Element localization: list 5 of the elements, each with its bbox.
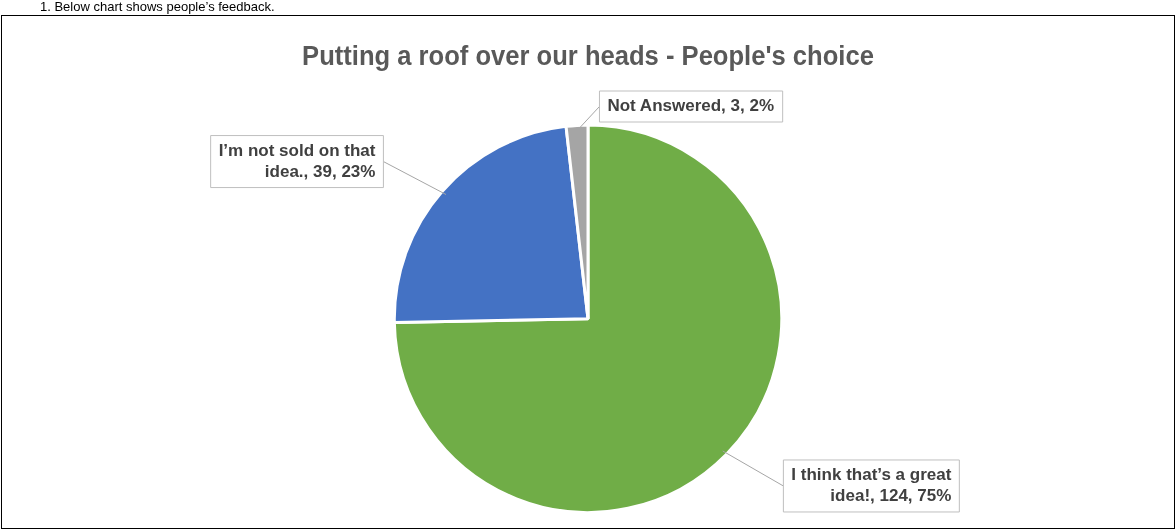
text: 1. Below chart shows people’s feedback. bbox=[40, 0, 275, 14]
slice-label: Not Answered, 3, 2% bbox=[607, 96, 775, 116]
slice-label: I’m not sold on that idea., 39, 23% bbox=[218, 140, 376, 181]
chart-title: Putting a roof over our heads - People's choice bbox=[302, 39, 874, 71]
slice-label: I think that’s a great idea!, 124, 75% bbox=[791, 465, 952, 506]
